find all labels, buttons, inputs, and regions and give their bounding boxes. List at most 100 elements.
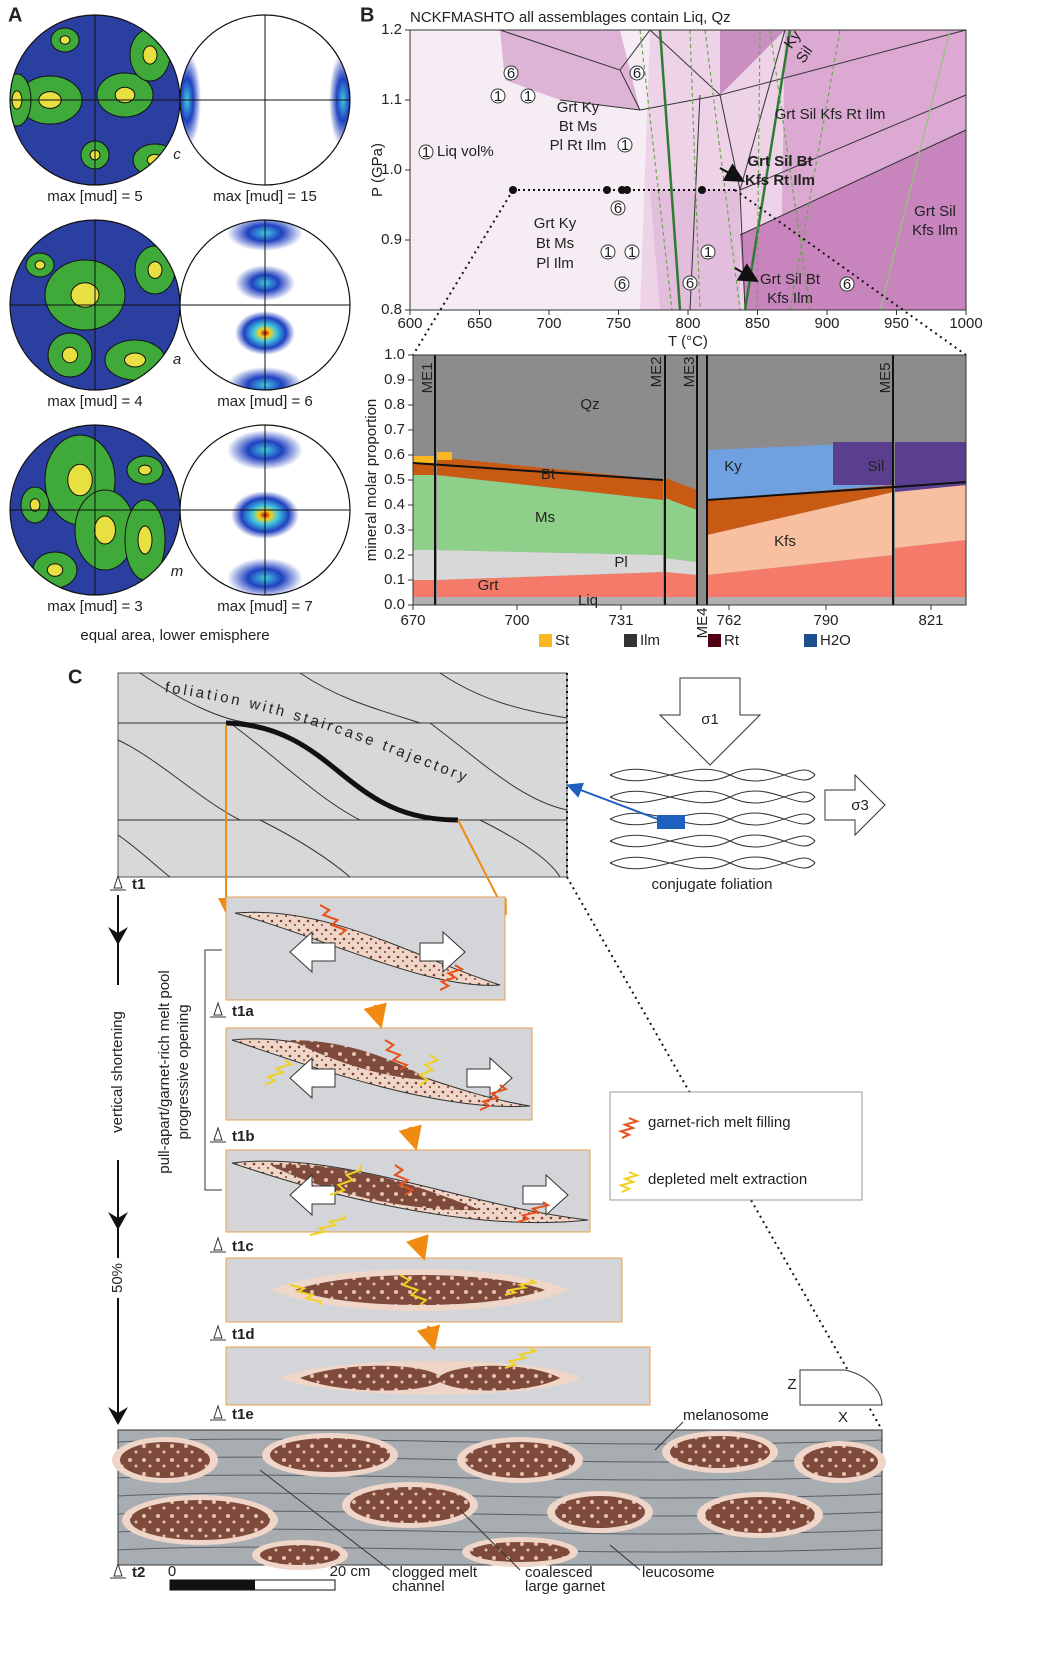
isopleth-label: 1 bbox=[422, 144, 430, 161]
legend-label: Ilm bbox=[640, 632, 660, 649]
liq-area bbox=[665, 597, 697, 605]
figure: Amax [mud] = 5 max [mud] = 15 c max [mud] =… bbox=[0, 0, 1051, 1667]
field-label: Grt Ky bbox=[557, 99, 600, 116]
y-axis-label: P (GPa) bbox=[369, 143, 386, 197]
garnet-aggregate bbox=[705, 1497, 815, 1533]
max-label: max [mud] = 6 bbox=[217, 393, 312, 410]
max-label: max [mud] = 3 bbox=[47, 598, 142, 615]
stage-arrow bbox=[375, 1005, 380, 1023]
y-tick-label: 0.1 bbox=[384, 571, 405, 588]
sigma1-label: σ1 bbox=[701, 711, 719, 728]
garnet-aggregate bbox=[130, 1500, 270, 1540]
x-tick-label: 670 bbox=[400, 612, 425, 629]
legend-label: garnet-rich melt filling bbox=[648, 1114, 791, 1131]
stage-label: t2 bbox=[132, 1564, 145, 1581]
axis-label: X bbox=[838, 1409, 848, 1426]
isopleth-label: 1 bbox=[704, 244, 712, 261]
isopleth-label: 6 bbox=[686, 275, 694, 292]
legend-swatch bbox=[539, 634, 552, 647]
shortening-label: vertical shortening bbox=[109, 1011, 126, 1133]
stage-pin bbox=[210, 1326, 226, 1340]
max-label: max [mud] = 5 bbox=[47, 188, 142, 205]
stage-arrow bbox=[410, 1127, 415, 1145]
x-tick-label: 600 bbox=[397, 315, 422, 332]
panel-label: A bbox=[8, 4, 22, 26]
ms-area bbox=[413, 475, 435, 550]
y-tick-label: 1.0 bbox=[384, 346, 405, 363]
y-tick-label: 0.2 bbox=[384, 546, 405, 563]
reaction-label: ME5 bbox=[877, 363, 894, 394]
x-tick-label: 762 bbox=[716, 612, 741, 629]
stage-arrow bbox=[418, 1240, 423, 1255]
legend-swatch bbox=[804, 634, 817, 647]
garnet-aggregate bbox=[670, 1436, 770, 1468]
phase-label: Liq bbox=[578, 592, 598, 609]
garnet-aggregate bbox=[802, 1446, 878, 1478]
contour-yellow bbox=[139, 465, 152, 475]
garnet-aggregate bbox=[465, 1442, 575, 1478]
contour-yellow bbox=[47, 564, 62, 577]
x-axis-label: T (°C) bbox=[668, 333, 708, 350]
x-tick-label: 950 bbox=[884, 315, 909, 332]
pl-area bbox=[413, 550, 435, 580]
x-tick-label: 750 bbox=[606, 315, 631, 332]
stage-label: t1d bbox=[232, 1326, 255, 1343]
isopleth-label: 6 bbox=[507, 65, 515, 82]
field-label: Grt Sil bbox=[914, 203, 956, 220]
legend-label: Rt bbox=[724, 632, 740, 649]
y-axis-label: mineral molar proportion bbox=[363, 399, 380, 562]
sample-marker bbox=[657, 815, 685, 829]
conjugate-line bbox=[610, 857, 815, 869]
y-tick-label: 1.2 bbox=[381, 21, 402, 38]
caption: equal area, lower emisphere bbox=[80, 627, 269, 644]
y-tick-label: 0.3 bbox=[384, 521, 405, 538]
bracket bbox=[205, 950, 222, 1190]
panel-label: C bbox=[68, 666, 82, 688]
axis-label: a bbox=[173, 351, 181, 368]
conjugate-line bbox=[610, 791, 815, 803]
garnet-aggregate bbox=[270, 1438, 390, 1472]
garnet-aggregate bbox=[470, 1542, 570, 1562]
reaction-label: ME1 bbox=[419, 363, 436, 394]
max-label: max [mud] = 15 bbox=[213, 188, 317, 205]
garnet-aggregate bbox=[120, 1442, 210, 1478]
axis-label: c bbox=[173, 146, 181, 163]
stage-pin bbox=[210, 1003, 226, 1017]
annotation: leucosome bbox=[642, 1564, 715, 1581]
scale-label: 0 bbox=[168, 1563, 176, 1580]
stage-pin bbox=[110, 876, 126, 890]
y-tick-label: 0.9 bbox=[384, 371, 405, 388]
isopleth-label: 1 bbox=[621, 137, 629, 154]
x-tick-label: 900 bbox=[814, 315, 839, 332]
garnet-aggregate bbox=[260, 1545, 340, 1565]
stage-label: t1 bbox=[132, 876, 145, 893]
scale-label: 20 cm bbox=[330, 1563, 371, 1580]
reaction-label: ME4 bbox=[694, 608, 711, 639]
legend-label: H2O bbox=[820, 632, 851, 649]
field-label: Kfs Ilm bbox=[912, 222, 958, 239]
x-tick-label: 821 bbox=[918, 612, 943, 629]
x-tick-label: 700 bbox=[504, 612, 529, 629]
phase-label: Ky bbox=[724, 458, 742, 475]
contour-yellow bbox=[60, 36, 70, 44]
pool-label: pull-apart/garnet-rich melt pool bbox=[156, 970, 173, 1173]
path-point bbox=[603, 186, 611, 194]
garnet-aggregate bbox=[555, 1496, 645, 1528]
liq-area bbox=[895, 597, 966, 605]
path-point bbox=[698, 186, 706, 194]
y-tick-label: 0.8 bbox=[384, 396, 405, 413]
contour-yellow bbox=[95, 516, 116, 544]
phase-label: Sil bbox=[868, 458, 885, 475]
axis-label: m bbox=[171, 563, 184, 580]
field-label: Grt Sil Bt bbox=[747, 153, 812, 170]
scale-bar-fill bbox=[170, 1580, 255, 1590]
phase-label: Grt bbox=[478, 577, 500, 594]
isopleth-label: 1 bbox=[628, 244, 636, 261]
max-label: max [mud] = 7 bbox=[217, 598, 312, 615]
stage-label: t1e bbox=[232, 1406, 254, 1423]
stage-pin bbox=[210, 1238, 226, 1252]
stage-pin bbox=[210, 1128, 226, 1142]
reaction-label: ME3 bbox=[681, 357, 698, 388]
stage-label: t1c bbox=[232, 1238, 254, 1255]
